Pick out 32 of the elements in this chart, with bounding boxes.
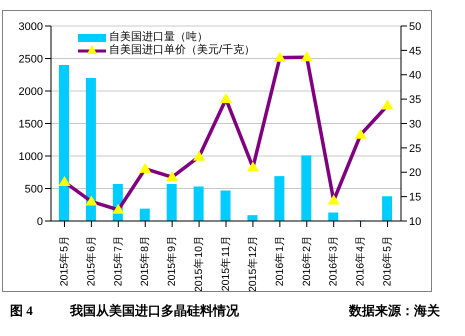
y2-tick-label: 20	[409, 167, 422, 180]
y2-tick-label: 45	[409, 45, 422, 58]
x-tick-label: 2015年11月	[220, 235, 232, 292]
y2-tick-label: 30	[409, 118, 422, 130]
x-tick-label: 2016年3月	[328, 235, 340, 286]
legend-label: 自美国进口单价（美元/千克）	[109, 44, 256, 57]
x-tick-label: 2016年5月	[382, 235, 394, 286]
x-tick-label: 2015年7月	[112, 235, 124, 286]
x-tick-label: 2015年8月	[139, 235, 152, 286]
y2-tick-label: 10	[409, 216, 422, 228]
x-tick-label: 2016年2月	[300, 235, 313, 286]
x-tick-label: 2015年6月	[85, 235, 98, 286]
y-tick-label: 3000	[18, 20, 43, 33]
caption: 图 4	[10, 302, 34, 320]
x-tick-label: 2016年1月	[274, 235, 286, 286]
x-tick-label: 2016年4月	[354, 235, 367, 286]
y-tick-label: 2000	[18, 86, 43, 98]
text: 我国从美国进口多晶硅料情况	[70, 302, 240, 320]
y2-tick-label: 25	[409, 142, 422, 155]
y-tick-label: 2500	[18, 53, 43, 66]
x-tick-label: 2015年5月	[58, 235, 70, 286]
legend-label: 自美国进口量（吨）	[109, 31, 208, 44]
y-tick-label: 0	[36, 216, 43, 228]
y2-tick-label: 40	[409, 70, 422, 82]
x-tick-label: 2015年9月	[166, 235, 178, 286]
y-tick-label: 1000	[18, 150, 43, 163]
y2-tick-label: 35	[409, 94, 422, 106]
y-tick-label: 500	[24, 183, 43, 196]
source-note: 数据来源：海关	[349, 302, 440, 320]
y2-tick-label: 15	[409, 192, 422, 204]
y2-tick-label: 50	[409, 20, 422, 33]
y-tick-label: 1500	[18, 118, 43, 130]
